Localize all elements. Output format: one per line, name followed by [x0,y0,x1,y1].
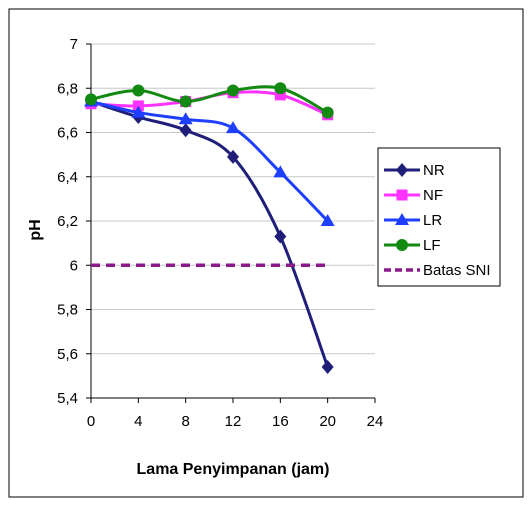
data-point-lr [273,165,288,178]
data-point-lf [85,93,97,106]
data-point-lr [226,121,240,134]
y-tick-label: 6,6 [57,125,78,142]
x-tick-label: 0 [87,413,95,430]
y-tick-label: 7 [70,36,78,53]
y-tick-label: 5,8 [57,302,78,319]
y-tick-label: 6 [70,257,78,274]
legend-label-batas-sni: Batas SNI [423,262,491,279]
legend-marker-nr [396,163,408,177]
x-axis-title: Lama Penyimpanan (jam) [137,461,330,478]
legend-label-nf: NF [423,187,443,204]
y-axis-title: pH [27,219,44,240]
data-point-lf [321,106,334,119]
x-tick-label: 12 [225,413,242,430]
y-tick-label: 5,4 [57,390,78,407]
data-point-nr [274,229,287,244]
y-tick-label: 6,4 [57,169,78,186]
data-point-lr [320,214,335,226]
x-tick-label: 16 [272,413,289,430]
data-point-nr [179,123,192,138]
legend-label-lf: LF [423,237,441,254]
data-point-nf [274,89,286,101]
data-point-lf [274,82,287,95]
legend-marker-nf [396,189,408,201]
x-tick-label: 24 [367,413,384,430]
data-point-lf [132,84,145,97]
legend-marker-lf [396,239,408,251]
legend-label-nr: NR [423,162,445,179]
data-point-nr [227,149,239,164]
y-tick-label: 5,6 [57,346,78,363]
x-tick-label: 8 [181,413,189,430]
data-point-lr [131,105,146,118]
data-point-lf [179,95,192,108]
data-point-lf [227,84,239,97]
legend-label-lr: LR [423,212,442,229]
y-tick-label: 6,2 [57,213,78,230]
x-tick-label: 20 [319,413,336,430]
data-point-nr [321,360,334,375]
x-tick-label: 4 [134,413,142,430]
data-point-lr [178,112,193,125]
legend-marker-lr [395,213,409,225]
y-tick-label: 6,8 [57,80,78,97]
